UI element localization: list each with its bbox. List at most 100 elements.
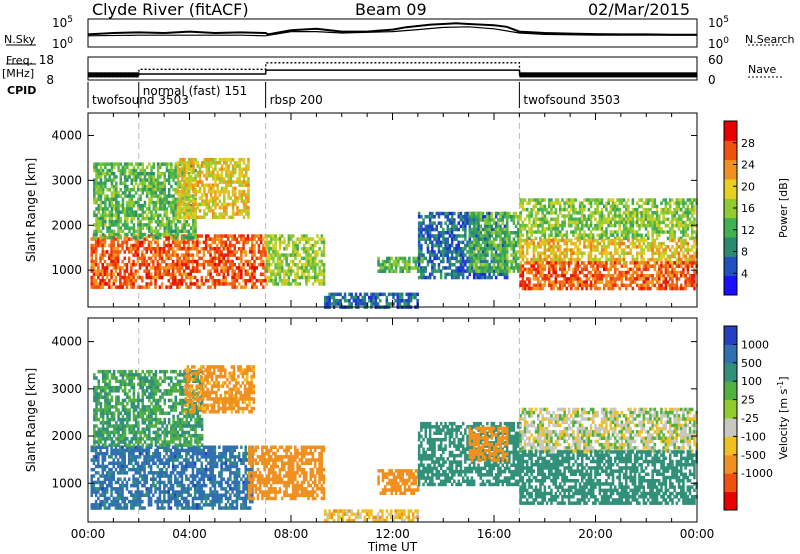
power-cell [662, 230, 665, 234]
power-cell [193, 266, 197, 270]
power-cell [629, 227, 632, 231]
power-cell [163, 178, 166, 182]
power-cell [314, 272, 317, 277]
power-cell [655, 251, 659, 255]
power-cell [684, 201, 687, 205]
power-cell [93, 184, 96, 189]
power-cell [570, 283, 573, 288]
power-cell [620, 238, 624, 243]
power-cell [238, 177, 241, 181]
power-cell [450, 224, 454, 229]
power-cell [570, 248, 573, 252]
power-cell [537, 217, 540, 221]
power-cell [508, 231, 511, 235]
power-cell [519, 261, 522, 265]
power-cell [387, 292, 391, 297]
power-cell [218, 250, 221, 254]
power-cell [417, 263, 421, 267]
power-cell [554, 257, 558, 262]
power-cell [598, 257, 602, 262]
power-cell [204, 279, 208, 283]
power-cell [187, 285, 190, 289]
power-cell [583, 214, 586, 218]
power-cell [181, 209, 184, 213]
power-cell [464, 231, 467, 235]
power-cell [115, 184, 118, 189]
power-cell [95, 197, 98, 202]
power-cell [305, 263, 308, 267]
power-cell [201, 161, 204, 165]
power-cell [163, 207, 166, 211]
power-cell [435, 211, 438, 216]
power-cell [218, 247, 221, 251]
power-cell [450, 250, 454, 254]
power-cell [503, 243, 507, 248]
power-cell [189, 285, 192, 289]
power-cell [453, 218, 456, 222]
power-cell [519, 245, 522, 249]
power-cell [521, 245, 525, 249]
power-cell [202, 250, 206, 254]
power-cell [651, 217, 654, 221]
power-cell [671, 223, 674, 228]
power-cell [609, 198, 613, 202]
power-cell [600, 220, 604, 225]
power-cell [567, 217, 571, 221]
power-cell [105, 275, 109, 280]
power-cell [211, 240, 214, 245]
power-cell [468, 211, 472, 216]
power-cell [673, 201, 676, 205]
power-cell [233, 275, 236, 280]
power-cell [192, 202, 195, 207]
power-cell [556, 223, 560, 228]
power-cell [603, 233, 606, 237]
power-cell [642, 220, 646, 225]
power-cell [141, 263, 144, 267]
power-cell [671, 211, 674, 215]
power-cell [594, 274, 597, 278]
power-cell [156, 263, 159, 267]
power-cell [134, 253, 137, 257]
power-cell [464, 221, 467, 225]
power-cell [660, 220, 663, 225]
power-cell [680, 223, 683, 228]
power-cell [169, 253, 173, 257]
power-cell [95, 168, 98, 173]
power-cell [616, 257, 619, 262]
power-cell [242, 237, 245, 241]
power-cell [139, 168, 142, 173]
power-cell [108, 229, 111, 234]
power-cell [640, 248, 643, 252]
power-cell [90, 269, 93, 273]
power-cell [530, 286, 533, 291]
power-cell [461, 234, 465, 238]
power-cell [110, 200, 114, 205]
power-cell [181, 175, 184, 179]
power-cell [495, 253, 498, 257]
power-cell [675, 261, 679, 265]
power-cell [314, 256, 317, 261]
power-cell [185, 167, 189, 171]
power-cell [490, 234, 493, 238]
power-cell [517, 240, 520, 245]
power-cell [130, 275, 133, 280]
power-cell [201, 180, 204, 184]
power-cell [108, 204, 111, 208]
power-cell [187, 157, 191, 162]
power-cell [174, 213, 177, 218]
power-cell [167, 191, 171, 195]
power-cell [669, 248, 672, 252]
power-cell [622, 227, 626, 231]
power-cell [320, 250, 324, 254]
power-cell [559, 223, 562, 228]
power-cell [664, 207, 668, 212]
power-cell [565, 254, 569, 259]
power-cell [644, 238, 648, 243]
power-cell [172, 216, 175, 221]
power-cell [112, 282, 115, 286]
power-cell [196, 259, 199, 264]
power-cell [190, 157, 193, 162]
power-cell [455, 250, 458, 254]
power-cell [134, 263, 137, 267]
power-cell [426, 215, 430, 219]
